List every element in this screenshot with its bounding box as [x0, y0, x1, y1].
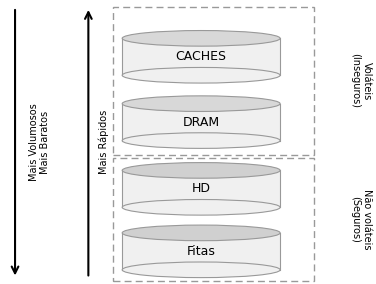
- Text: HD: HD: [192, 182, 211, 195]
- Bar: [113, 7, 314, 155]
- Ellipse shape: [122, 96, 280, 111]
- Text: CACHES: CACHES: [176, 50, 227, 63]
- Text: Fitas: Fitas: [187, 245, 215, 258]
- Ellipse shape: [122, 133, 280, 149]
- Text: Não voláteis
(Seguros): Não voláteis (Seguros): [350, 189, 372, 250]
- Bar: [122, 233, 280, 270]
- Ellipse shape: [122, 67, 280, 83]
- Ellipse shape: [122, 162, 280, 178]
- Bar: [122, 170, 280, 207]
- Ellipse shape: [122, 199, 280, 215]
- Text: DRAM: DRAM: [183, 116, 220, 129]
- Bar: [113, 158, 314, 281]
- Text: Mais Volumosos
Mais Baratos: Mais Volumosos Mais Baratos: [29, 103, 50, 181]
- Ellipse shape: [122, 30, 280, 46]
- Bar: [122, 38, 280, 75]
- Text: Voláteis
(Inseguros): Voláteis (Inseguros): [350, 53, 372, 108]
- Bar: [122, 104, 280, 141]
- Ellipse shape: [122, 225, 280, 241]
- Text: Mais Rápidos: Mais Rápidos: [98, 110, 109, 174]
- Ellipse shape: [122, 262, 280, 278]
